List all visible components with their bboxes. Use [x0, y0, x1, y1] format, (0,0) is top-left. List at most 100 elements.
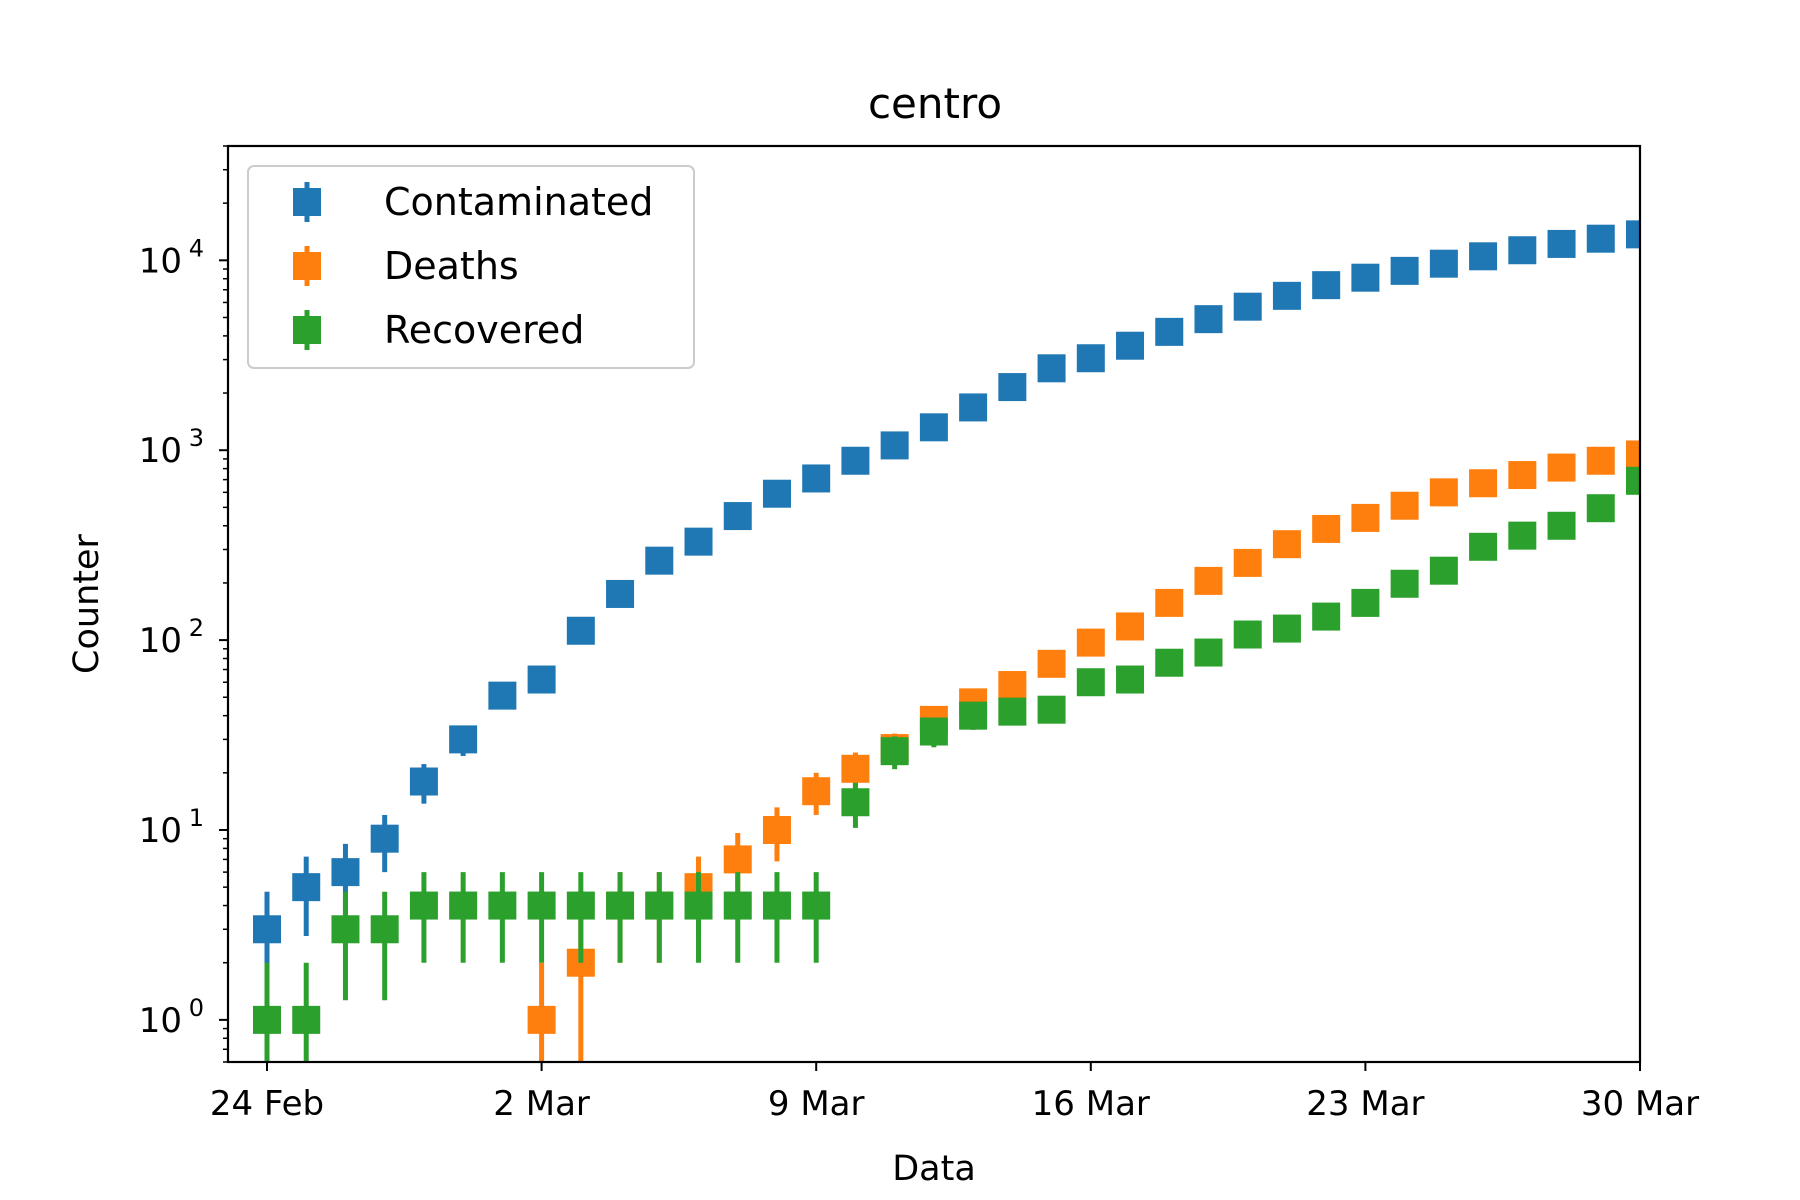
data-point [998, 697, 1027, 726]
data-point [1351, 263, 1380, 292]
data-point [1116, 331, 1145, 360]
data-point [959, 701, 988, 730]
legend-item-contaminated: Contaminated [293, 180, 653, 224]
data-point [1469, 469, 1498, 498]
data-point [488, 891, 517, 920]
data-point [1037, 354, 1066, 383]
data-point [1547, 229, 1576, 258]
data-point [723, 891, 752, 920]
data-point [1429, 478, 1458, 507]
data-point [1586, 494, 1615, 523]
data-point [1508, 521, 1537, 550]
data-point [684, 527, 713, 556]
data-point [606, 891, 635, 920]
series-contaminated [253, 220, 1640, 1001]
data-point [880, 737, 909, 766]
data-point [1390, 491, 1419, 520]
data-point [1076, 628, 1105, 657]
y-tick-label: 10 [139, 1001, 182, 1041]
chart-title: centro [868, 79, 1002, 128]
data-point [1155, 588, 1184, 617]
data-point [253, 915, 281, 944]
x-tick-label: 2 Mar [493, 1084, 590, 1124]
data-point [449, 725, 478, 754]
data-point [762, 479, 791, 508]
data-point [1272, 530, 1301, 559]
y-tick-exponent: 2 [189, 614, 204, 642]
data-point [1116, 612, 1145, 641]
legend-box [247, 165, 695, 369]
data-point [1508, 236, 1537, 265]
data-point [880, 431, 909, 460]
legend-label: Deaths [384, 244, 519, 288]
data-point [292, 873, 321, 902]
data-point [1312, 602, 1341, 631]
x-axis-label: Data [892, 1149, 976, 1189]
data-point [684, 891, 713, 920]
y-tick-exponent: 3 [189, 424, 204, 452]
data-point [1233, 548, 1262, 577]
data-point [1429, 556, 1458, 585]
data-point [566, 616, 595, 645]
data-point [1155, 317, 1184, 346]
data-point [802, 464, 831, 493]
data-point [1390, 256, 1419, 285]
data-point [802, 777, 831, 806]
data-point [1312, 271, 1341, 300]
x-axis: 24 Feb 2 Mar 9 Mar 16 Mar 23 Mar 30 Mar [210, 1062, 1699, 1124]
data-point [1626, 440, 1640, 469]
data-point [1233, 620, 1262, 649]
data-point [527, 1005, 556, 1034]
data-point [919, 413, 948, 442]
y-tick-label: 10 [139, 621, 182, 661]
data-point [1626, 220, 1640, 249]
y-axis-label: Counter [67, 533, 107, 673]
legend-marker-icon [293, 188, 321, 216]
data-point [409, 767, 438, 796]
series-recovered [253, 466, 1640, 1062]
legend-label: Contaminated [384, 180, 653, 224]
data-point [331, 915, 360, 944]
x-tick-label: 16 Mar [1032, 1084, 1150, 1124]
legend-item-deaths: Deaths [293, 244, 519, 288]
y-tick-exponent: 4 [189, 234, 204, 262]
x-tick-label: 30 Mar [1581, 1084, 1699, 1124]
legend-item-recovered: Recovered [293, 308, 584, 352]
x-tick-label: 24 Feb [210, 1084, 324, 1124]
data-point [1547, 511, 1576, 540]
data-point [1194, 638, 1223, 667]
data-point [1351, 588, 1380, 617]
data-point [1390, 569, 1419, 598]
data-point [762, 891, 791, 920]
data-point [1312, 514, 1341, 543]
data-point [449, 891, 478, 920]
data-point [645, 546, 674, 575]
data-point [1116, 665, 1145, 694]
plot-area [253, 220, 1640, 1062]
data-point [998, 373, 1027, 402]
data-point [1586, 224, 1615, 253]
plot-frame [226, 144, 1642, 1064]
data-point [292, 1005, 321, 1034]
data-point [488, 681, 517, 710]
y-tick-label: 10 [139, 431, 182, 471]
legend-marker-icon [293, 252, 321, 280]
data-point [1547, 453, 1576, 482]
data-point [959, 393, 988, 422]
data-point [606, 579, 635, 608]
data-point [645, 891, 674, 920]
data-point [1429, 249, 1458, 278]
data-point [919, 717, 948, 746]
data-point [1037, 695, 1066, 724]
data-point [527, 665, 556, 694]
legend-label: Recovered [384, 308, 584, 352]
data-point [1272, 281, 1301, 310]
data-point [762, 815, 791, 844]
data-point [1233, 292, 1262, 321]
data-point [1508, 461, 1537, 490]
data-point [1037, 649, 1066, 678]
data-point [1076, 344, 1105, 373]
data-point [802, 891, 831, 920]
